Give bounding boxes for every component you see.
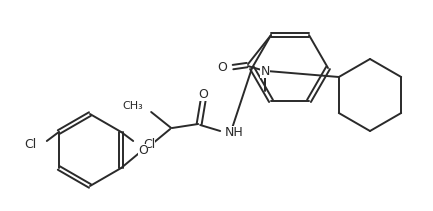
Text: O: O (198, 88, 208, 100)
Text: O: O (217, 61, 227, 74)
Text: O: O (138, 143, 148, 157)
Text: N: N (260, 65, 270, 78)
Text: NH: NH (225, 126, 244, 138)
Text: Cl: Cl (25, 138, 37, 150)
Text: Cl: Cl (143, 138, 155, 150)
Text: CH₃: CH₃ (123, 101, 143, 111)
